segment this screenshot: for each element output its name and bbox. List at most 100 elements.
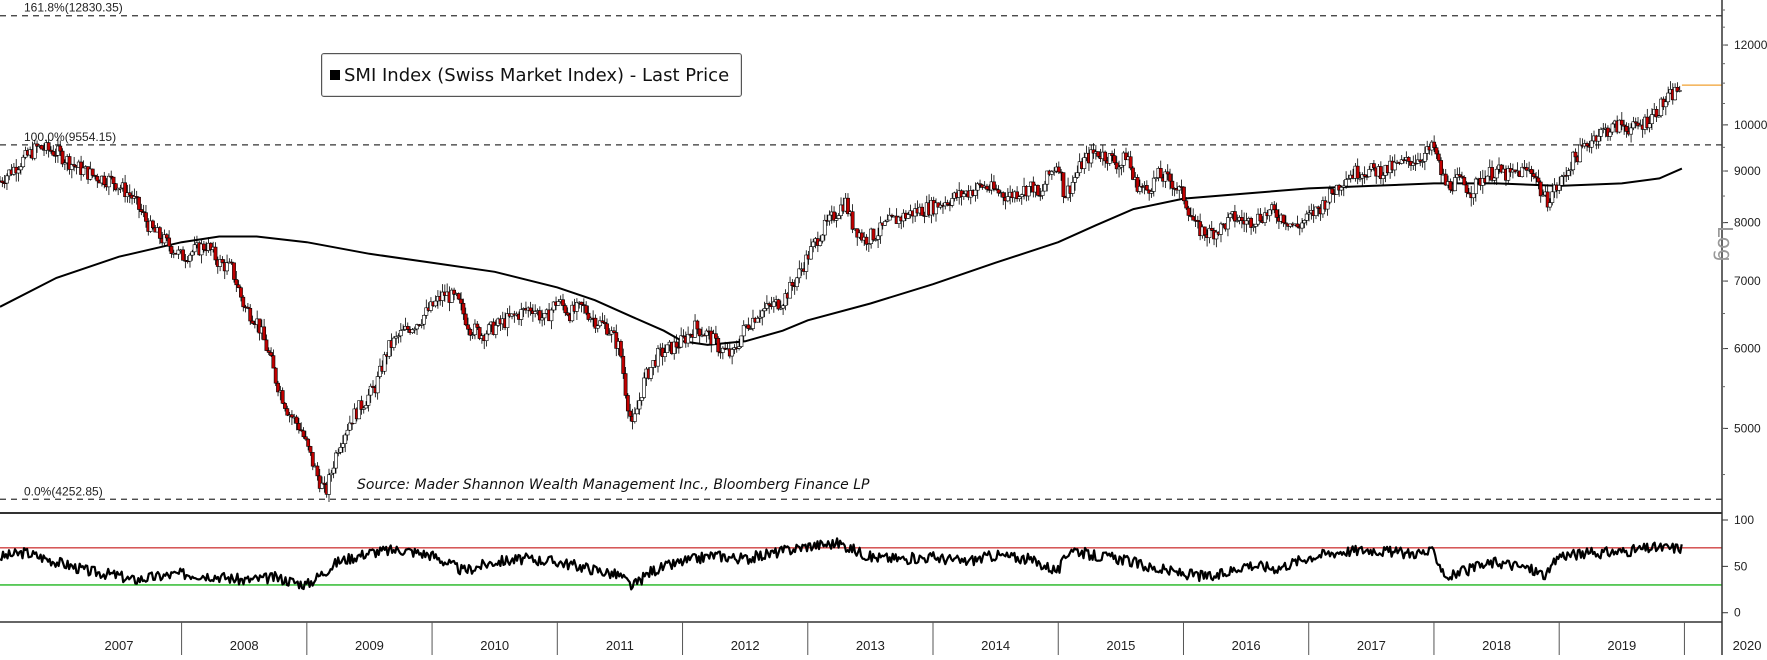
moving-average-layer	[0, 167, 1683, 346]
price-candle	[1541, 194, 1545, 197]
price-candle	[570, 304, 575, 322]
price-candle	[1017, 196, 1022, 200]
price-candle	[992, 181, 996, 190]
price-candle	[890, 214, 894, 217]
price-candle	[387, 340, 392, 357]
price-candle	[1548, 202, 1552, 208]
price-candle	[1464, 184, 1469, 193]
price-candle	[795, 277, 799, 287]
rsi-line	[0, 537, 1683, 591]
price-candle	[1040, 190, 1045, 196]
price-candle	[1144, 185, 1149, 191]
price-candle	[239, 287, 243, 298]
price-candle	[1327, 188, 1332, 203]
price-candle	[60, 150, 65, 165]
price-candle	[1650, 114, 1654, 124]
price-candle	[1358, 177, 1362, 180]
price-candle	[181, 249, 185, 261]
price-candle	[90, 168, 95, 176]
price-candle	[822, 219, 827, 236]
price-candle	[711, 333, 716, 345]
price-candle	[607, 333, 612, 336]
price-candle	[556, 301, 561, 306]
price-candle	[836, 215, 841, 219]
legend-label: SMI Index (Swiss Market Index) - Last Pr…	[344, 64, 730, 86]
price-candle	[1209, 227, 1214, 231]
price-candle	[340, 443, 345, 448]
price-candle	[264, 339, 269, 351]
price-candle	[681, 335, 686, 338]
price-candle	[93, 175, 97, 177]
price-candle	[484, 333, 489, 342]
price-candle	[1015, 191, 1020, 200]
price-candle	[551, 301, 556, 311]
price-candle	[1677, 90, 1682, 92]
price-candle	[1052, 170, 1057, 173]
y-tick-label: 9000	[1734, 164, 1761, 178]
price-candle	[493, 325, 498, 335]
price-candle	[1304, 213, 1309, 221]
price-candle	[1675, 86, 1680, 92]
price-candle	[58, 145, 63, 152]
price-candle	[424, 307, 429, 316]
price-candle	[273, 367, 278, 384]
price-candle	[67, 156, 72, 170]
price-candle	[303, 436, 308, 440]
price-candle	[1158, 168, 1163, 179]
price-candle	[1114, 162, 1119, 170]
price-candle	[167, 237, 172, 247]
price-candle	[1654, 109, 1659, 118]
price-candle	[1128, 156, 1133, 169]
x-tick-label: 2007	[105, 638, 134, 653]
price-candle	[486, 324, 491, 335]
price-candle	[401, 329, 406, 331]
price-candle	[1568, 169, 1573, 172]
price-candle	[1149, 191, 1154, 194]
price-candle	[804, 254, 809, 272]
price-candle	[1110, 153, 1114, 156]
price-candle	[102, 175, 107, 185]
price-candle	[788, 282, 792, 299]
price-candle	[449, 289, 454, 303]
price-candle	[612, 330, 616, 333]
price-candle	[1244, 220, 1249, 225]
price-candle	[1061, 172, 1066, 198]
price-candle	[565, 312, 570, 316]
price-candle	[605, 323, 609, 335]
price-candle	[176, 249, 181, 255]
price-candle	[1202, 226, 1207, 236]
price-candle	[329, 472, 334, 476]
price-candle	[676, 346, 681, 349]
price-candle	[1645, 116, 1650, 129]
price-candle	[1492, 177, 1497, 181]
price-candle	[695, 320, 700, 330]
price-candle	[466, 324, 470, 330]
price-candle	[262, 326, 267, 341]
price-candle	[1378, 166, 1383, 179]
price-layer	[0, 81, 1682, 502]
price-candle	[1070, 181, 1075, 194]
price-candle	[1295, 223, 1300, 228]
price-candle	[619, 341, 623, 357]
price-candle	[797, 268, 802, 279]
price-candle	[1251, 226, 1256, 228]
price-candle	[391, 337, 396, 348]
price-candle	[69, 164, 74, 170]
y-tick-label: 10000	[1734, 118, 1767, 132]
x-tick-label: 2019	[1607, 638, 1636, 653]
price-candle	[1258, 213, 1263, 222]
price-candle	[301, 430, 306, 438]
price-candle	[294, 416, 299, 424]
price-candle	[366, 394, 371, 406]
price-candle	[1599, 128, 1603, 137]
price-candle	[1005, 196, 1010, 202]
price-candle	[1341, 185, 1346, 188]
price-candle	[201, 243, 206, 251]
price-candle	[1138, 186, 1142, 192]
price-candle	[1418, 159, 1423, 162]
price-candle	[602, 321, 607, 325]
legend-swatch	[330, 70, 340, 80]
price-candle	[310, 452, 315, 467]
price-candle	[621, 355, 626, 374]
